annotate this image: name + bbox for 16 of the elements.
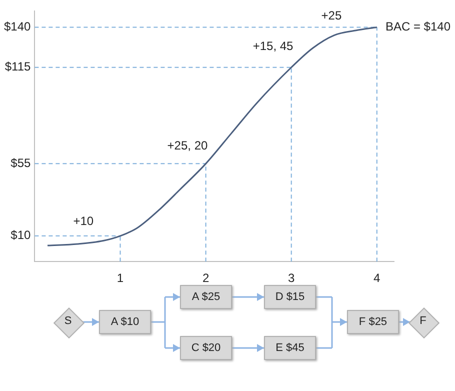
annotation: +15, 45 [252, 38, 294, 53]
y-tick-label: $115 [4, 60, 32, 74]
y-tick-label: $55 [10, 156, 32, 170]
x-tick-label: 4 [374, 271, 381, 286]
annotation: +25 [321, 8, 342, 22]
text: F [418, 315, 428, 327]
annotation: +25, 20 [167, 138, 208, 152]
y-tick-label: $140 [4, 20, 32, 34]
annotation: +10 [73, 214, 94, 228]
text: S [63, 315, 73, 327]
x-tick-label: 1 [116, 271, 124, 286]
line-series [46, 26, 378, 246]
y-tick-label: $10 [10, 228, 32, 242]
annotation: BAC = $140 [385, 20, 451, 34]
x-tick-label: 3 [288, 271, 295, 286]
x-tick-label: 2 [202, 271, 210, 286]
